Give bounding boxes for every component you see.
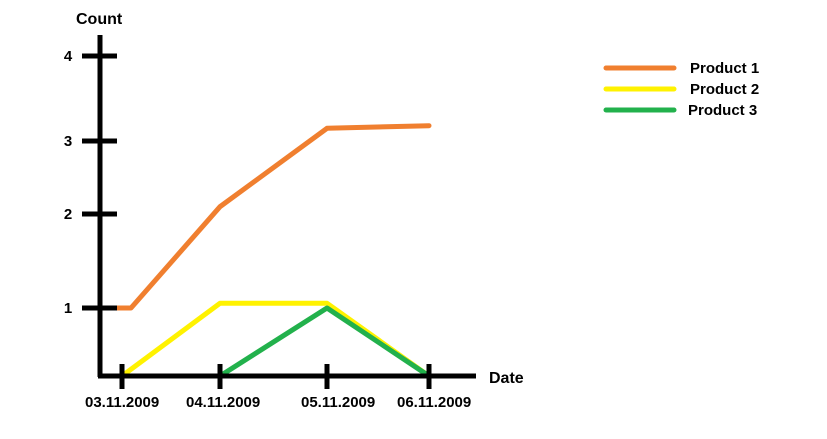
- y-tick-label: 1: [64, 300, 72, 317]
- legend-label-1: Product 1: [690, 60, 759, 77]
- ticks-layer: 1 2 3 4 03.11.2009 04.11.2009 05.11.2009 06.11.…: [64, 48, 471, 411]
- y-tick-label: 3: [64, 133, 72, 150]
- series-line-1: [111, 123, 432, 311]
- x-tick-label: 04.11.2009: [186, 394, 260, 411]
- y-tick-label: 4: [64, 48, 73, 65]
- legend-label-3: Product 3: [688, 102, 757, 119]
- series-line-3: [217, 305, 432, 379]
- x-tick-label: 05.11.2009: [301, 394, 375, 411]
- x-tick-label: 03.11.2009: [85, 394, 159, 411]
- legend-label-2: Product 2: [690, 81, 759, 98]
- series-layer: [111, 123, 432, 379]
- axes-layer: Count Date: [76, 11, 524, 387]
- y-tick-label: 2: [64, 206, 72, 223]
- y-axis-title: Count: [76, 11, 123, 28]
- x-tick-label: 06.11.2009: [397, 394, 471, 411]
- legend: Product 1 Product 2 Product 3: [603, 60, 759, 119]
- x-axis-title: Date: [489, 370, 524, 387]
